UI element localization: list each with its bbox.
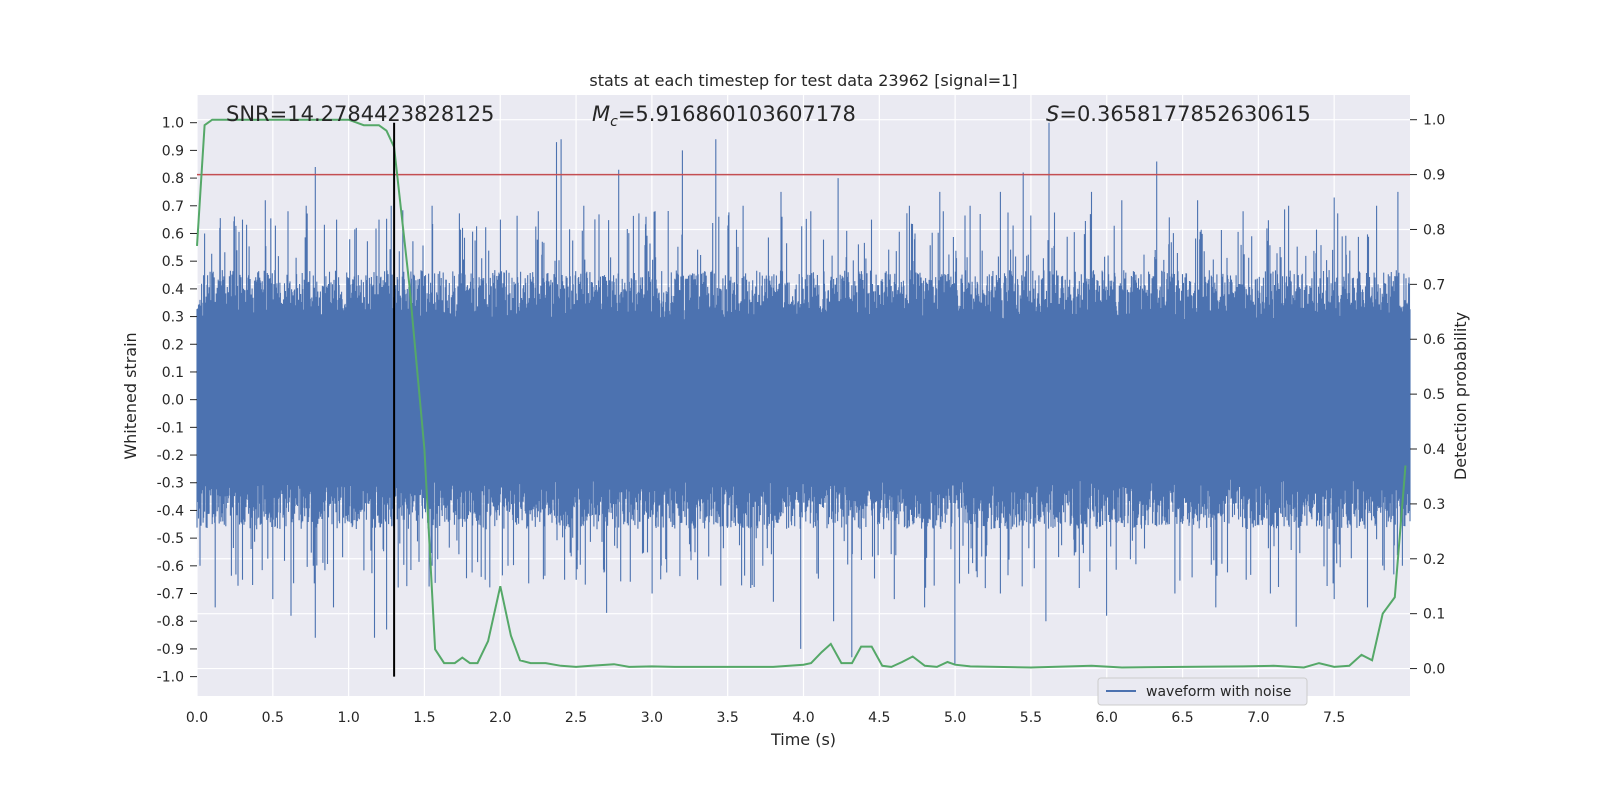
y-tick-label: 0.4 [162,282,184,298]
x-tick-label: 1.5 [413,710,435,726]
y-tick-label: 0.7 [162,199,184,215]
x-tick-label: 1.0 [337,710,359,726]
y2-tick-label: 0.4 [1423,442,1445,458]
chirp-mass-symbol: M [592,102,610,126]
waveform-line [196,122,1411,666]
snr-annotation: SNR=14.2784423828125 [226,102,494,126]
x-tick-label: 2.0 [489,710,511,726]
y-tick-label: 0.1 [162,365,184,381]
y-tick-label: -0.9 [157,642,184,658]
y-axis-label: Whitened strain [121,332,140,459]
y-tick-label: -0.7 [157,587,184,603]
y2-tick-label: 0.2 [1423,552,1445,568]
chirp-mass-value: =5.916860103607178 [618,102,856,126]
y-tick-label: -0.2 [157,448,184,464]
y2-axis-label: Detection probability [1451,312,1470,480]
y-tick-label: -0.8 [157,614,184,630]
y-tick-label: -0.1 [157,420,184,436]
y2-tick-label: 1.0 [1423,113,1445,129]
y2-tick-label: 0.3 [1423,497,1445,513]
x-tick-label: 7.5 [1323,710,1345,726]
chirp-mass-subscript: c [610,114,618,130]
y-tick-label: -0.6 [157,559,184,575]
waveform-series [196,122,1411,666]
y-tick-label: -0.5 [157,531,184,547]
y-tick-label: 0.8 [162,171,184,187]
x-tick-label: 3.0 [641,710,663,726]
y2-tick-label: 0.6 [1423,332,1445,348]
x-tick-label: 6.5 [1171,710,1193,726]
legend: waveform with noise [1097,677,1308,706]
s-symbol: S [1046,102,1059,126]
x-axis-label: Time (s) [770,730,836,749]
y2-tick-label: 0.9 [1423,168,1445,184]
legend-box [1097,677,1308,706]
y-tick-label: -0.3 [157,476,184,492]
x-tick-label: 6.0 [1096,710,1118,726]
probability-series [196,118,1407,669]
x-tick-label: 3.5 [717,710,739,726]
y-tick-label: 0.2 [162,337,184,353]
chart-title: stats at each timestep for test data 239… [589,71,1017,90]
s-annotation: S=0.3658177852630615 [1046,102,1311,126]
probability-line [196,118,1407,669]
y2-tick-label: 0.5 [1423,387,1445,403]
y-tick-label: -1.0 [157,670,184,686]
y2-tick-label: 0.7 [1423,277,1445,293]
y-tick-label: 0.6 [162,226,184,242]
x-tick-label: 2.5 [565,710,587,726]
y-tick-label: -0.4 [157,503,184,519]
y-tick-label: 0.0 [162,393,184,409]
y-tick-label: 0.3 [162,310,184,326]
x-tick-label: 4.5 [868,710,890,726]
x-tick-label: 0.0 [186,710,208,726]
x-tick-label: 5.5 [1020,710,1042,726]
y-tick-label: 0.5 [162,254,184,270]
y-tick-label: 0.9 [162,143,184,159]
y2-tick-label: 0.1 [1423,607,1445,623]
x-tick-label: 4.0 [792,710,814,726]
legend-label-waveform: waveform with noise [1146,684,1291,700]
s-value: =0.3658177852630615 [1059,102,1310,126]
x-tick-label: 0.5 [262,710,284,726]
x-tick-label: 5.0 [944,710,966,726]
y-tick-label: 1.0 [162,116,184,132]
y2-tick-label: 0.8 [1423,222,1445,238]
chirp-mass-annotation: Mc=5.916860103607178 [592,102,856,130]
ticks: 0.0 0.5 1.0 1.5 2.0 2.5 3.0 3.5 4.0 4.5 5.0 5.5 6.0 6… [157,113,1446,726]
x-tick-label: 7.0 [1247,710,1269,726]
y2-tick-label: 0.0 [1423,662,1445,678]
